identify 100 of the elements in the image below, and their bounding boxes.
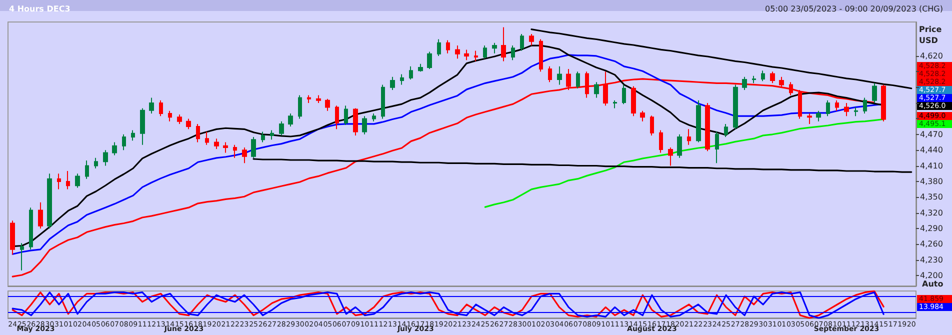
candlestick xyxy=(307,94,311,104)
candlestick xyxy=(715,131,719,164)
candlestick xyxy=(816,110,821,122)
y-tick-label: 4,290 xyxy=(920,224,943,233)
candlestick xyxy=(298,94,302,120)
candlestick xyxy=(529,34,534,46)
candlestick xyxy=(47,173,52,229)
candlestick xyxy=(613,100,617,109)
candlestick xyxy=(631,86,636,117)
candlestick xyxy=(353,108,358,136)
candlestick xyxy=(381,84,385,120)
candlestick xyxy=(112,142,117,156)
candlestick xyxy=(835,100,839,112)
y-tick-label: 4,260 xyxy=(920,240,943,249)
candlestick xyxy=(38,202,43,229)
candlestick xyxy=(251,136,256,158)
candlestick xyxy=(168,110,172,122)
candlestick xyxy=(205,131,209,146)
candlestick xyxy=(223,142,228,154)
candlestick xyxy=(696,100,701,143)
candlestick xyxy=(427,51,432,70)
candlestick xyxy=(437,38,441,56)
candlestick xyxy=(233,144,237,158)
candlestick xyxy=(483,45,487,60)
candlestick xyxy=(789,82,793,96)
candlestick xyxy=(103,150,108,166)
candlestick xyxy=(57,173,61,190)
y-tick-label: 4,410 xyxy=(920,161,943,170)
y-tick-label: 4,470 xyxy=(920,130,943,139)
candlestick xyxy=(474,50,478,62)
candlestick xyxy=(511,45,515,61)
candlestick xyxy=(159,100,163,117)
candlestick xyxy=(677,134,682,158)
y-tick-label: 4,230 xyxy=(920,255,943,264)
candlestick xyxy=(705,102,710,152)
candlestick xyxy=(131,130,135,142)
candlestick xyxy=(557,66,562,86)
candlestick xyxy=(418,63,423,72)
candlestick xyxy=(261,131,265,143)
y-tick-label: 4,380 xyxy=(920,176,943,186)
candlestick xyxy=(539,38,543,72)
candlestick xyxy=(270,130,274,140)
candlestick xyxy=(687,128,691,146)
candlestick xyxy=(335,105,339,130)
candlestick xyxy=(622,84,626,105)
candlestick xyxy=(826,100,830,117)
candlestick xyxy=(29,207,33,250)
y-tick-label: 4,350 xyxy=(920,192,943,202)
candlestick xyxy=(501,26,506,62)
candlestick xyxy=(288,112,293,128)
candlestick xyxy=(75,173,80,188)
y-tick-label: 4,620 xyxy=(920,51,943,60)
candlestick xyxy=(881,84,886,122)
line-series xyxy=(484,118,884,208)
y-tick-label: 4,320 xyxy=(920,208,943,218)
candlestick xyxy=(446,40,450,54)
candlestick xyxy=(659,130,663,154)
chart-title: 4 Hours DEC3 xyxy=(9,4,70,14)
candlestick xyxy=(85,160,89,180)
candlestick xyxy=(242,146,247,164)
candlestick xyxy=(409,66,413,80)
candlestick xyxy=(122,134,126,151)
candlestick xyxy=(844,102,849,117)
candlestick xyxy=(10,220,15,256)
candlestick xyxy=(325,98,330,112)
candlestick xyxy=(362,116,367,135)
y-tick-label: 4,200 xyxy=(920,271,943,280)
candlestick xyxy=(668,146,673,166)
candlestick xyxy=(798,89,802,120)
candlestick xyxy=(770,71,775,84)
candlestick xyxy=(724,123,728,138)
candlestick xyxy=(742,76,747,90)
candlestick xyxy=(872,82,877,104)
candlestick xyxy=(344,105,348,126)
candlestick xyxy=(807,112,812,124)
candlestick xyxy=(149,97,154,114)
candlestick xyxy=(20,242,24,271)
candlestick xyxy=(94,157,98,169)
candlestick xyxy=(733,84,738,130)
candlestick xyxy=(576,71,580,89)
line-series xyxy=(252,158,912,173)
candlestick xyxy=(177,114,182,124)
candlestick xyxy=(390,76,395,90)
candlestick xyxy=(464,49,469,61)
candlestick xyxy=(196,123,200,143)
y-tick-label: 4,440 xyxy=(920,146,943,155)
y-axis-title: Price USD xyxy=(919,25,945,45)
candlestick xyxy=(640,110,645,122)
candlestick xyxy=(186,118,191,130)
candlestick xyxy=(752,75,756,84)
candlestick xyxy=(279,120,284,136)
line-series xyxy=(530,28,912,90)
candlestick xyxy=(854,106,858,117)
candlestick xyxy=(650,115,654,136)
candlestick xyxy=(140,108,145,146)
candlestick xyxy=(455,45,460,60)
candlestick xyxy=(66,170,70,190)
candlestick xyxy=(316,94,321,104)
candlestick xyxy=(400,74,404,86)
candlestick xyxy=(548,66,552,83)
